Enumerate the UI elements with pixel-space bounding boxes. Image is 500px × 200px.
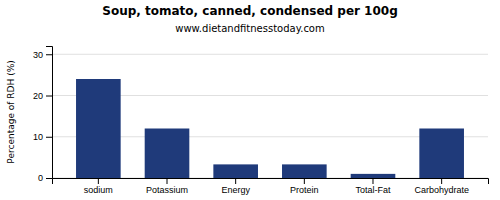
y-tick-label: 20 xyxy=(33,91,43,101)
y-tick: 0 xyxy=(38,173,52,183)
y-tick-label: 0 xyxy=(38,173,43,183)
subtitle: www.dietandfitnesstoday.com xyxy=(175,23,324,34)
bar xyxy=(76,79,121,178)
x-tick: Carbohydrate xyxy=(414,178,469,195)
y-tick-label: 10 xyxy=(33,132,43,142)
x-tick-mark xyxy=(372,178,373,184)
y-axis-line xyxy=(46,47,53,179)
x-tick-label: Potassium xyxy=(146,185,188,195)
x-tick-mark xyxy=(167,178,168,184)
bar xyxy=(419,129,464,179)
y-tick-mark xyxy=(46,54,52,55)
y-tick-mark xyxy=(46,137,52,138)
bars xyxy=(76,79,464,178)
y-tick-mark xyxy=(46,96,52,97)
grid xyxy=(52,54,488,178)
y-tick-label: 30 xyxy=(33,50,43,60)
bar xyxy=(351,174,396,178)
bar xyxy=(282,164,327,178)
x-tick-label: Protein xyxy=(290,185,319,195)
title: Soup, tomato, canned, condensed per 100g xyxy=(102,4,398,18)
x-tick: Energy xyxy=(221,178,250,195)
bar xyxy=(213,164,258,178)
plot: sodium Potassium Energy Protein Total-Fat Car… xyxy=(33,47,489,196)
x-axis-line xyxy=(53,179,489,185)
x-tick-mark xyxy=(98,178,99,184)
y-tick-mark xyxy=(46,178,52,179)
x-tick-mark xyxy=(235,178,236,184)
x-tick-mark xyxy=(304,178,305,184)
chart: Soup, tomato, canned, condensed per 100g… xyxy=(0,0,500,200)
x-tick: Total-Fat xyxy=(355,178,391,195)
x-tick-label: Carbohydrate xyxy=(414,185,469,195)
x-tick: sodium xyxy=(84,178,113,195)
x-tick: Potassium xyxy=(146,178,188,195)
x-tick-label: sodium xyxy=(84,185,113,195)
y-tick: 20 xyxy=(33,91,52,101)
x-tick-mark xyxy=(441,178,442,184)
grid-line xyxy=(52,54,488,55)
y-axis-title: Percentage of RDH (%) xyxy=(6,60,16,163)
y-axis: 0 10 20 30 xyxy=(33,47,53,184)
x-axis: sodium Potassium Energy Protein Total-Fat Car… xyxy=(53,178,489,195)
x-tick-label: Energy xyxy=(221,185,250,195)
bar xyxy=(145,129,190,179)
x-tick: Protein xyxy=(290,178,319,195)
y-tick: 30 xyxy=(33,50,52,60)
y-tick: 10 xyxy=(33,132,52,142)
x-tick-label: Total-Fat xyxy=(355,185,391,195)
